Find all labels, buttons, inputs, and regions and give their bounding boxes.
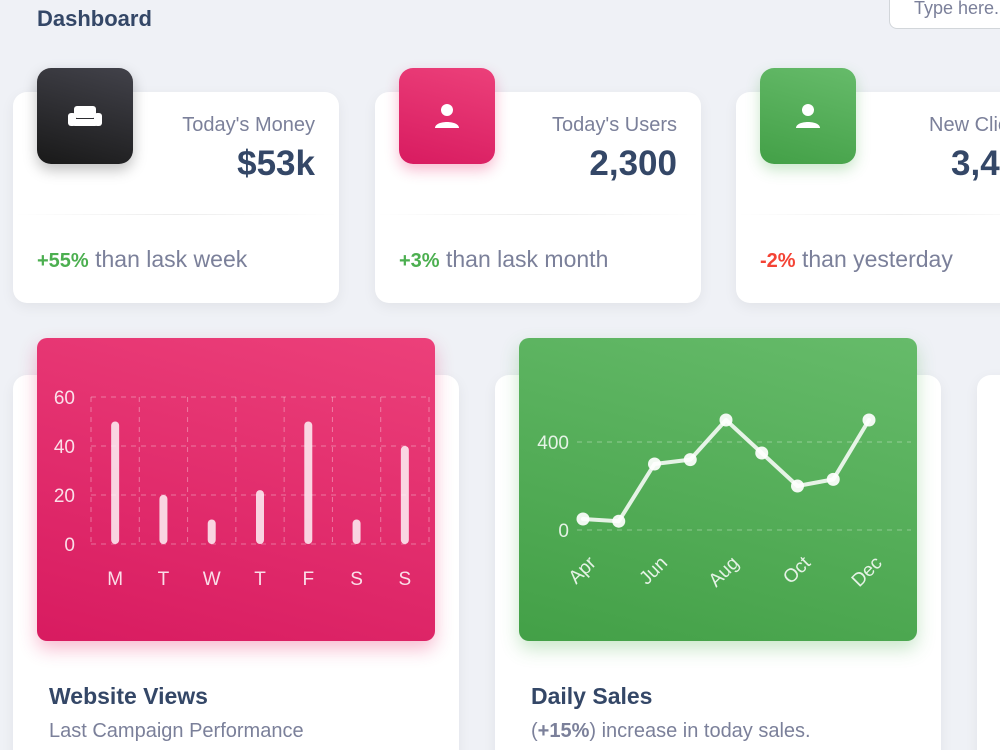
data-point <box>683 453 697 467</box>
stat-label: Today's Users <box>552 114 677 136</box>
daily-sales-chart: 0 400 Apr Jun Aug Oct Dec <box>519 338 917 641</box>
x-tick-label: W <box>203 569 221 590</box>
divider <box>13 214 339 215</box>
chart-title: Website Views <box>49 683 208 709</box>
stat-footer-text: than lask month <box>439 246 609 272</box>
page-title: Dashboard <box>37 6 152 31</box>
data-point <box>576 512 590 526</box>
website-views-chart: 0 20 40 60 M T W T F S S <box>37 338 435 641</box>
stat-value: 3,462 <box>951 144 1000 183</box>
stat-delta: +55% <box>37 250 89 272</box>
stat-footer-text: than yesterday <box>795 246 953 272</box>
bar <box>207 519 216 544</box>
x-tick-label: M <box>107 569 123 590</box>
chart-subtitle: (+15%) increase in today sales. <box>531 720 811 743</box>
x-tick-label: Aug <box>705 553 744 592</box>
stat-footer: +55% than lask week <box>37 246 247 273</box>
y-tick-label: 400 <box>537 433 569 454</box>
data-point <box>862 413 876 427</box>
chart-card-edge <box>977 375 1000 750</box>
person-icon <box>399 68 495 164</box>
x-tick-label: S <box>399 569 412 590</box>
x-tick-label: Apr <box>565 552 601 588</box>
x-tick-label: F <box>302 569 314 590</box>
x-tick-label: S <box>350 569 363 590</box>
chart-title: Daily Sales <box>531 683 653 709</box>
search-input[interactable] <box>889 0 1000 29</box>
subtitle-suffix: ) increase in today sales. <box>589 720 811 742</box>
series-line <box>581 418 871 524</box>
stat-footer: +3% than lask month <box>399 246 608 273</box>
bar <box>400 446 409 544</box>
y-tick-label: 0 <box>64 535 75 556</box>
x-tick-label: Dec <box>848 553 887 592</box>
subtitle-delta: +15% <box>537 720 590 742</box>
stat-delta: -2% <box>760 250 796 272</box>
bar <box>352 519 361 544</box>
stat-value: 2,300 <box>589 144 677 183</box>
stat-card-users: Today's Users 2,300 +3% than lask month <box>375 68 701 303</box>
data-point <box>719 413 733 427</box>
data-point <box>755 446 769 460</box>
bar <box>159 495 168 544</box>
couch-icon <box>37 68 133 164</box>
bar-chart-svg: 0 20 40 60 M T W T F S S <box>54 388 430 590</box>
data-point <box>648 457 661 471</box>
line-chart-svg: 0 400 Apr Jun Aug Oct Dec <box>537 413 911 592</box>
subtitle-prefix: ( <box>531 720 538 742</box>
chart-subtitle: Last Campaign Performance <box>49 720 304 742</box>
y-tick-label: 0 <box>558 521 569 542</box>
stat-delta: +3% <box>399 250 440 272</box>
bar <box>256 490 264 544</box>
data-point <box>791 479 804 493</box>
stat-label: New Clients <box>929 114 1000 136</box>
divider <box>736 214 1000 215</box>
y-tick-label: 40 <box>54 437 75 458</box>
x-tick-label: T <box>158 569 170 590</box>
stat-label: Today's Money <box>182 114 315 136</box>
x-tick-label: Jun <box>636 553 673 590</box>
stat-card-clients: New Clients 3,462 -2% than yesterday <box>736 68 1000 303</box>
person-add-icon <box>760 68 856 164</box>
y-tick-label: 60 <box>54 388 75 409</box>
x-tick-label: Oct <box>779 552 815 588</box>
stat-footer: -2% than yesterday <box>760 246 953 273</box>
bar <box>304 421 313 544</box>
data-point <box>612 514 626 528</box>
stat-footer-text: than lask week <box>88 246 248 272</box>
bar <box>111 421 120 544</box>
data-point <box>826 472 840 486</box>
divider <box>375 214 701 215</box>
stat-card-money: Today's Money $53k +55% than lask week <box>13 68 339 303</box>
stat-value: $53k <box>237 144 315 183</box>
y-tick-label: 20 <box>54 486 75 507</box>
x-tick-label: T <box>254 569 266 590</box>
